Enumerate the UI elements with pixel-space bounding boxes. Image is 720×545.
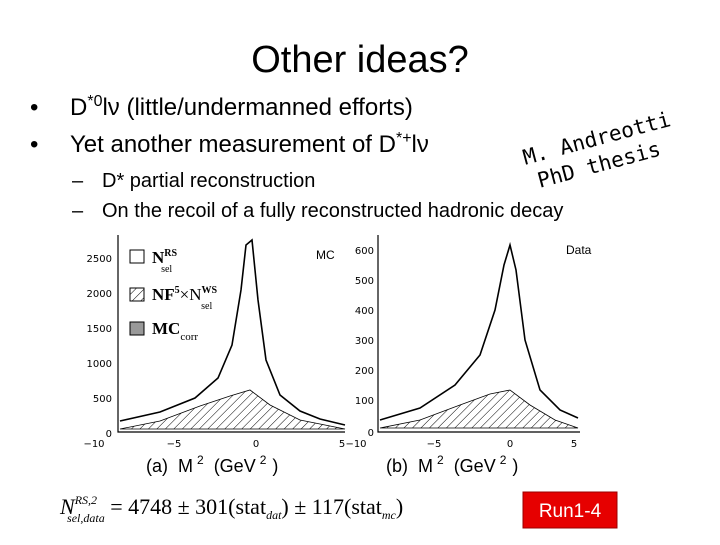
y-tick-label: 100 — [355, 396, 374, 407]
y-tick-label: 1500 — [87, 324, 112, 335]
axis — [117, 235, 345, 433]
caption-text: M — [418, 456, 433, 476]
histogram — [119, 238, 346, 426]
plot-label: MC — [316, 248, 335, 262]
formula-text: ) — [396, 494, 403, 519]
caption-text: (GeV — [214, 456, 256, 476]
bullet: D*0lν (little/undermanned efforts) — [70, 93, 413, 121]
sub-dash: – — [72, 200, 84, 222]
sub-dash: – — [72, 170, 84, 192]
title: Other ideas? — [251, 39, 469, 81]
bullet-text: D — [70, 94, 87, 121]
formula-sup: RS,2 — [74, 493, 97, 507]
caption-text: (b) — [386, 456, 408, 476]
x-tick-label: 5 — [571, 439, 577, 450]
x-tick-label: 5 — [339, 439, 345, 450]
legend-box — [129, 321, 145, 336]
caption-text: M — [178, 456, 193, 476]
y-tick-label: 2000 — [87, 289, 112, 300]
formula: NRS,2 sel,data = 4748 ± 301(statdat) ± 11… — [59, 493, 403, 525]
bullet-sup: *0 — [87, 93, 102, 110]
legend-sup: RS — [164, 248, 177, 259]
plot-right: Data 600 500 400 300 200 100 0 −10 −5 0 … — [345, 235, 592, 450]
legend-label: MCcorr — [152, 319, 198, 343]
y-tick-label: 0 — [368, 428, 374, 439]
sub-bullet: On the recoil of a fully reconstructed h… — [102, 200, 563, 222]
legend-sub: sel — [201, 301, 212, 312]
legend-label: NRS sel — [152, 248, 178, 275]
legend-box — [129, 287, 145, 302]
x-tick-label: −10 — [345, 439, 366, 450]
formula-text: N — [59, 494, 76, 519]
caption-sup: 2 — [437, 453, 444, 467]
caption-sup: 2 — [260, 453, 267, 467]
legend-box — [129, 249, 145, 264]
bullet-sup: *+ — [396, 130, 412, 147]
x-tick-label: −5 — [427, 439, 442, 450]
bullet-text: lν — [412, 131, 429, 158]
formula-sub: mc — [382, 508, 397, 522]
formula-text: = 4748 ± 301(stat — [105, 494, 266, 519]
badge-box — [522, 491, 618, 529]
caption: (a) M 2 (GeV 2) — [146, 453, 278, 476]
caption-sup: 2 — [500, 453, 507, 467]
y-tick-label: 300 — [355, 336, 374, 347]
formula-sub: dat — [266, 508, 282, 522]
x-tick-label: −5 — [167, 439, 182, 450]
sub-bullet: D* partial reconstruction — [102, 170, 315, 192]
axis — [377, 235, 580, 433]
x-tick-label: 0 — [507, 439, 513, 450]
formula-text: ) ± 117(stat — [281, 494, 381, 519]
legend-sup: 5 — [175, 285, 180, 296]
hatched-area — [379, 389, 579, 429]
caption-text: (a) — [146, 456, 168, 476]
histogram — [379, 241, 579, 421]
badge: Run1-4 — [539, 501, 602, 522]
x-tick-label: −10 — [83, 439, 104, 450]
hatched-area — [119, 389, 346, 430]
legend-sup: WS — [202, 285, 218, 296]
formula-sub: sel,data — [67, 511, 105, 525]
legend-sub: sel — [161, 264, 172, 275]
plot-left: MC 2500 2000 1500 1000 500 0 −10 −5 0 5 … — [83, 235, 345, 450]
plot-label: Data — [566, 243, 592, 257]
caption-text: ) — [272, 456, 278, 476]
bullet-dot: • — [30, 131, 38, 158]
y-tick-label: 0 — [106, 429, 112, 440]
caption-text: (GeV — [454, 456, 496, 476]
legend-label: NF5×NWS sel — [152, 285, 218, 312]
x-tick-label: 0 — [253, 439, 259, 450]
legend-text: NF — [152, 285, 175, 304]
y-tick-label: 2500 — [87, 254, 112, 265]
legend-text: MC — [152, 319, 180, 338]
legend-text: N — [152, 248, 165, 267]
bullet-dot: • — [30, 94, 38, 121]
legend-text: ×N — [180, 285, 202, 304]
caption: (b) M 2 (GeV 2) — [386, 453, 518, 476]
caption-text: ) — [512, 456, 518, 476]
bullet-text: Yet another measurement of D — [70, 131, 396, 158]
y-tick-label: 600 — [355, 246, 374, 257]
y-tick-label: 500 — [355, 276, 374, 287]
y-tick-label: 500 — [93, 394, 112, 405]
y-tick-label: 200 — [355, 366, 374, 377]
bullet: Yet another measurement of D*+lν — [70, 130, 429, 158]
caption-sup: 2 — [197, 453, 204, 467]
bullet-text: lν (little/undermanned efforts) — [102, 94, 412, 121]
y-tick-label: 400 — [355, 306, 374, 317]
y-tick-label: 1000 — [87, 359, 112, 370]
legend-sub: corr — [180, 331, 198, 343]
